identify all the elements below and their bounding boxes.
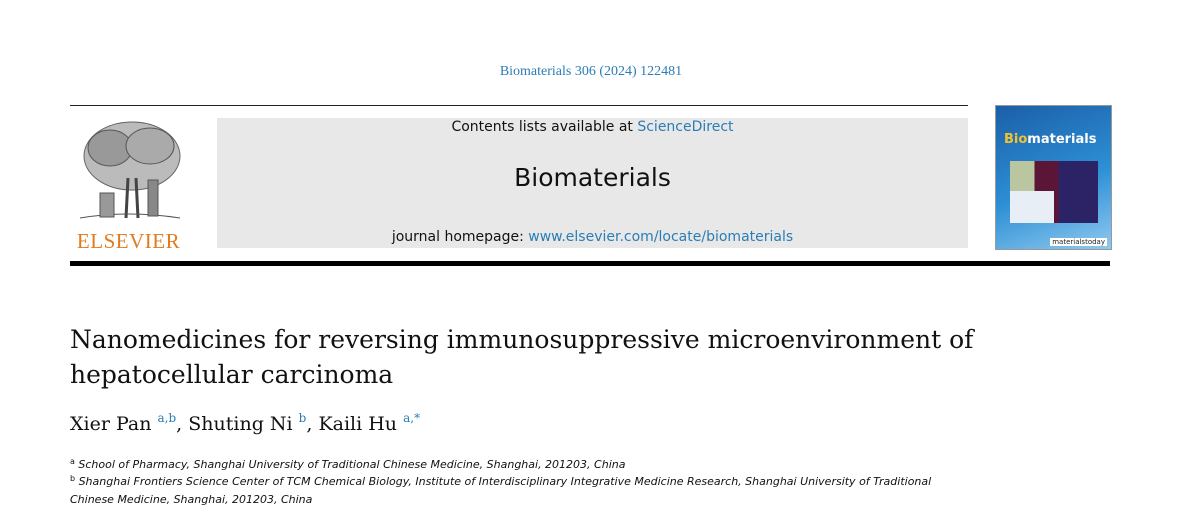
affiliation: a School of Pharmacy, Shanghai Universit…	[70, 457, 626, 471]
author[interactable]: Kaili Hu a,*	[318, 411, 421, 435]
header-divider	[70, 261, 1110, 266]
cover-title: Biomaterials	[1004, 132, 1097, 147]
sciencedirect-link[interactable]: ScienceDirect	[637, 119, 734, 135]
journal-title: Biomaterials	[514, 163, 671, 192]
contents-label: Contents lists available at	[451, 119, 638, 135]
journal-cover-image[interactable]: Biomaterials materialstoday	[995, 105, 1112, 250]
journal-header-box	[217, 118, 968, 248]
author[interactable]: Xier Pan a,b	[70, 411, 177, 435]
homepage-link[interactable]: www.elsevier.com/locate/biomaterials	[528, 229, 794, 245]
elsevier-tree-logo	[79, 121, 181, 219]
journal-citation-link[interactable]: Biomaterials 306 (2024) 122481	[499, 64, 683, 79]
author-list: Xier Pan a,b, Shuting Ni b, Kaili Hu a,*	[70, 411, 421, 435]
cover-chart	[1010, 191, 1054, 223]
homepage-label: journal homepage:	[391, 229, 529, 245]
affiliation: b Shanghai Frontiers Science Center of T…	[70, 474, 932, 506]
elsevier-wordmark: ELSEVIER	[76, 229, 181, 253]
author[interactable]: Shuting Ni b	[188, 411, 307, 435]
contents-line: Contents lists available at ScienceDirec…	[217, 119, 968, 135]
top-divider	[70, 105, 968, 106]
article-title: Nanomedicines for reversing immunosuppre…	[70, 325, 974, 389]
homepage-line: journal homepage: www.elsevier.com/locat…	[217, 229, 968, 245]
cover-footer-logo: materialstoday	[1050, 238, 1107, 246]
